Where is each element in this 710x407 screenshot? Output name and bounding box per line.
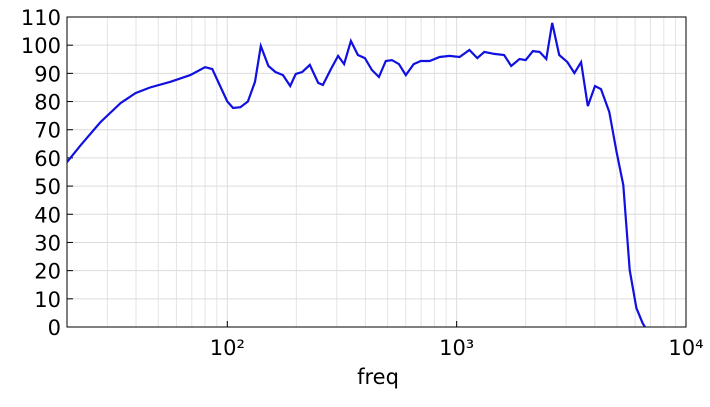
y-tick-label: 30 <box>34 231 61 255</box>
x-tick-label: 10² <box>210 336 245 360</box>
y-tick-label: 20 <box>34 260 61 284</box>
y-tick-label: 60 <box>34 147 61 171</box>
y-tick-label: 90 <box>34 62 61 86</box>
y-tick-label: 40 <box>34 203 61 227</box>
y-tick-label: 110 <box>21 6 61 30</box>
y-tick-label: 100 <box>21 34 61 58</box>
y-tick-label: 70 <box>34 119 61 143</box>
plot-frame <box>66 16 687 328</box>
y-tick-label: 0 <box>48 316 61 340</box>
y-tick-label: 80 <box>34 91 61 115</box>
x-axis-label: freq <box>357 365 399 389</box>
y-tick-label: 10 <box>34 288 61 312</box>
data-line <box>67 22 647 327</box>
x-tick-label: 10⁴ <box>668 336 703 360</box>
y-tick-label: 50 <box>34 175 61 199</box>
x-tick-label: 10³ <box>439 336 474 360</box>
